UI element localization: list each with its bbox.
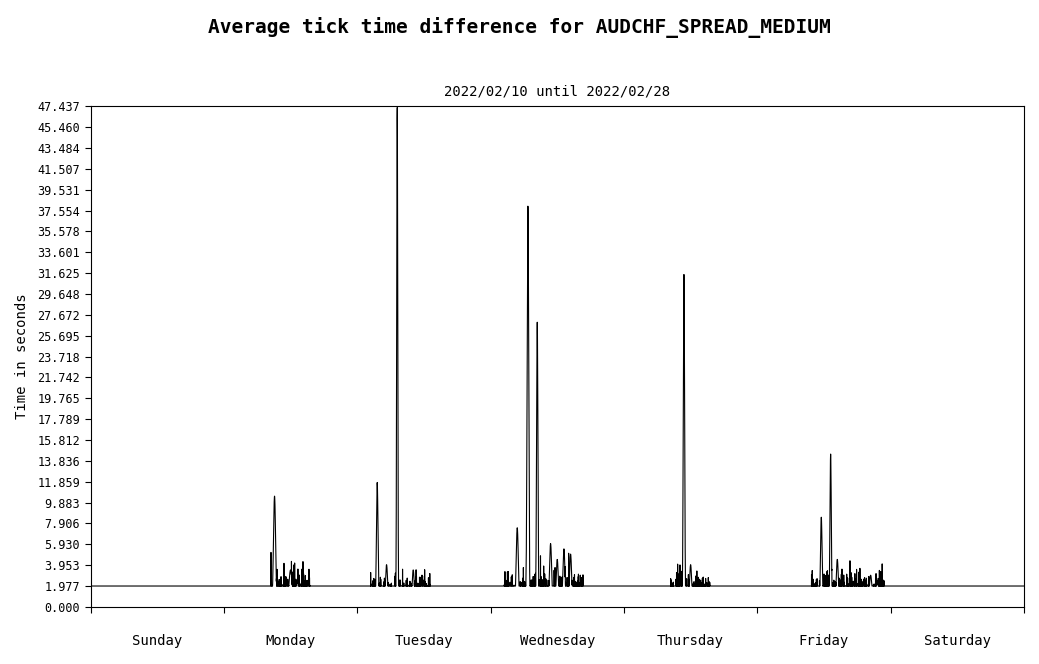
Text: Tuesday: Tuesday — [395, 634, 453, 649]
Text: Saturday: Saturday — [924, 634, 991, 649]
Text: Average tick time difference for AUDCHF_SPREAD_MEDIUM: Average tick time difference for AUDCHF_… — [208, 17, 831, 38]
Text: Thursday: Thursday — [657, 634, 724, 649]
Title: 2022/02/10 until 2022/02/28: 2022/02/10 until 2022/02/28 — [445, 84, 670, 98]
Text: Monday: Monday — [265, 634, 316, 649]
Y-axis label: Time in seconds: Time in seconds — [15, 293, 29, 420]
Text: Wednesday: Wednesday — [520, 634, 595, 649]
Text: Friday: Friday — [799, 634, 849, 649]
Text: Sunday: Sunday — [132, 634, 182, 649]
